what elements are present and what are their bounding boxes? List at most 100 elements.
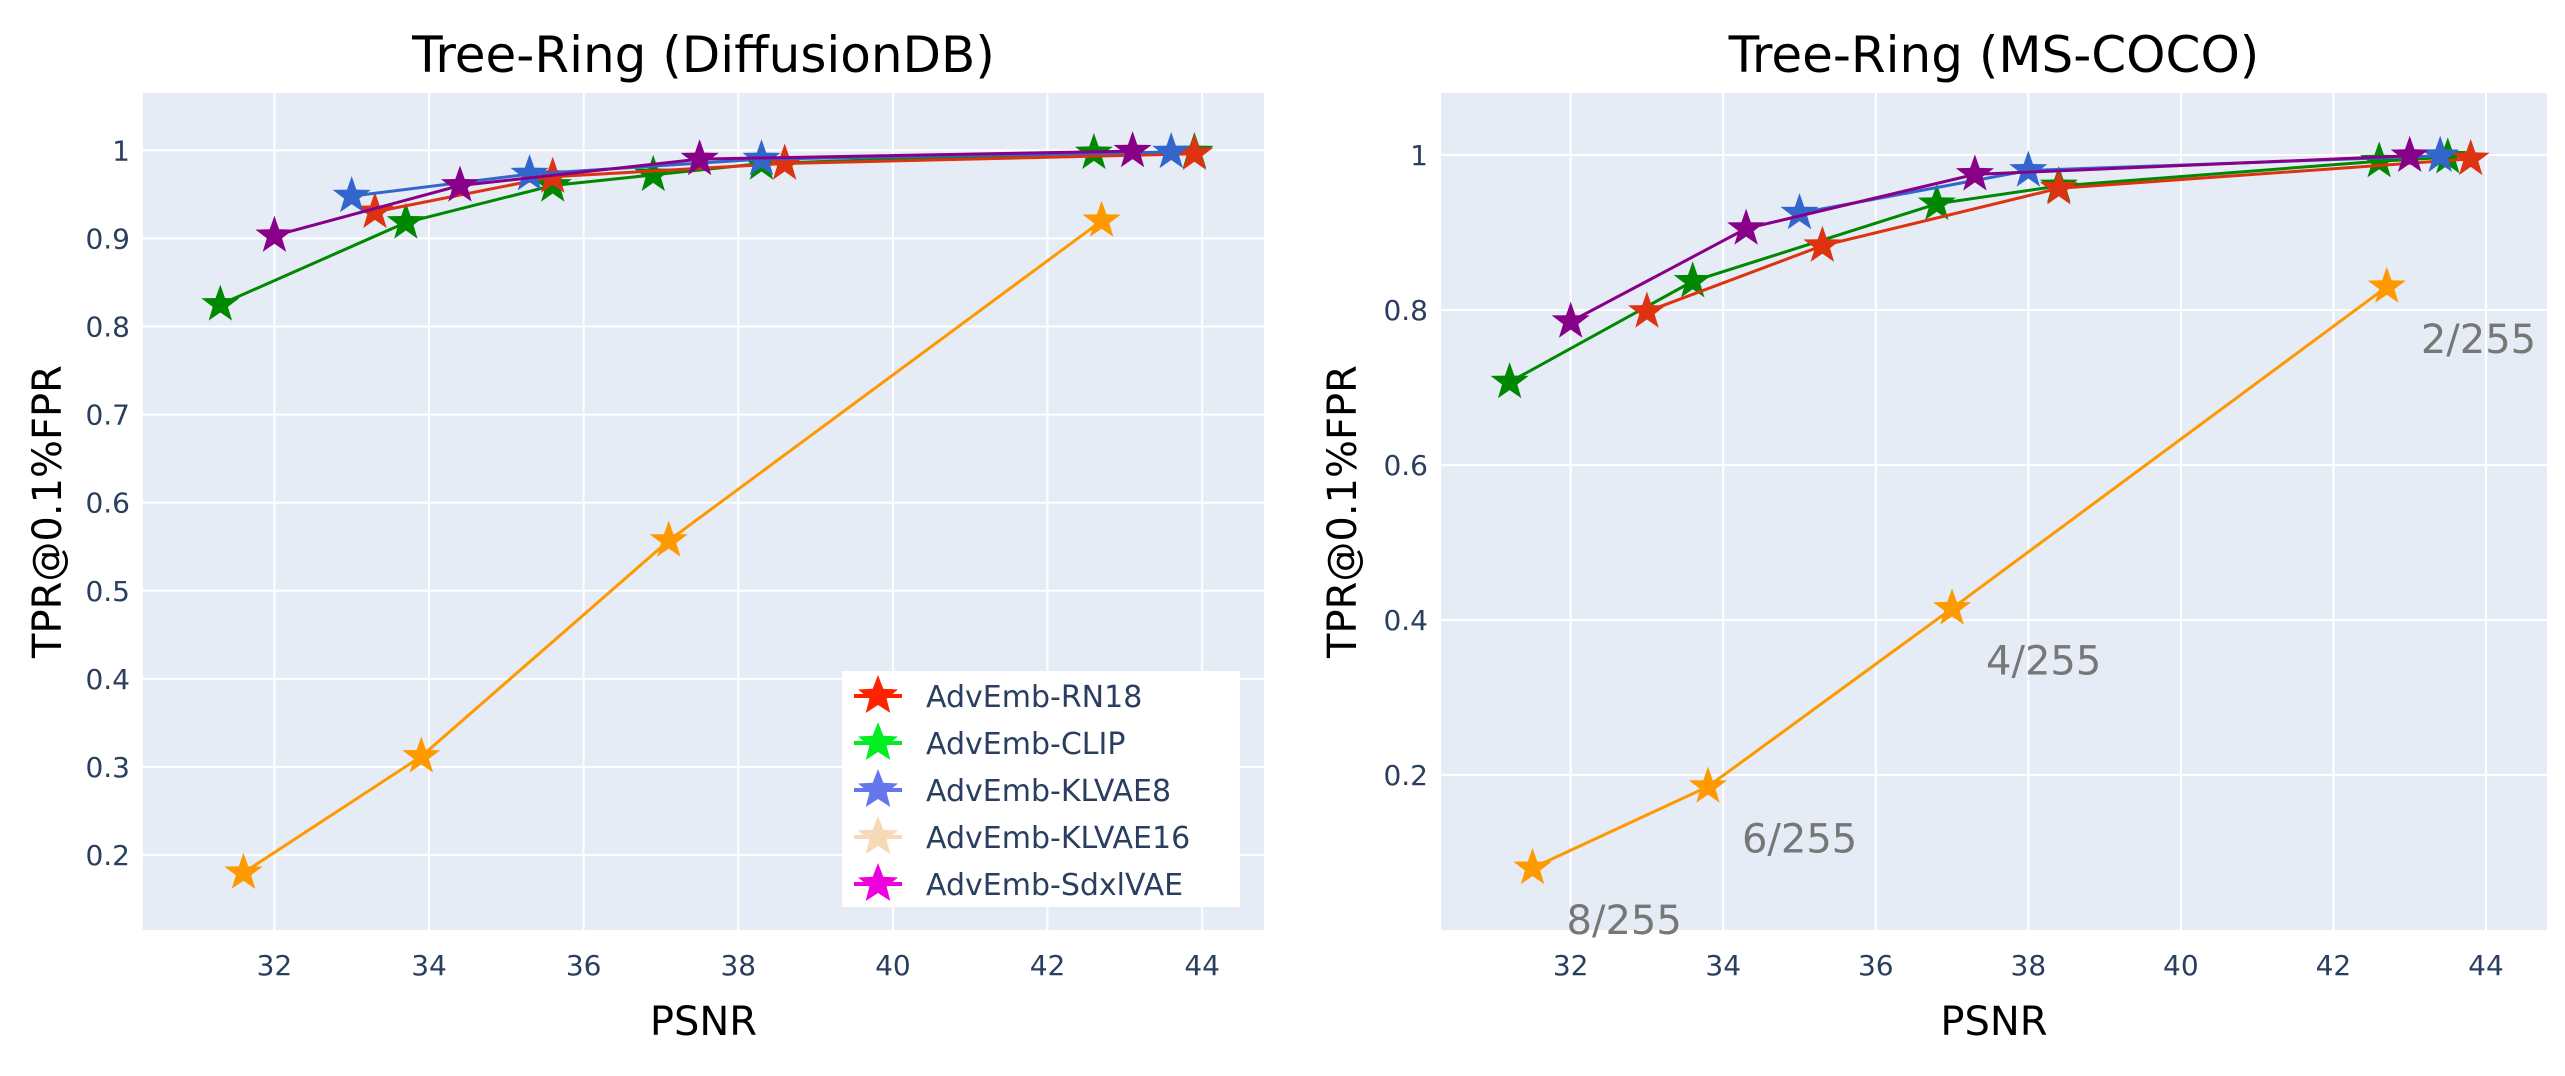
legend-star xyxy=(858,722,898,760)
tick-labels: 32 34 36 38 40 42 44 0.2 0.3 0.4 0.5 0.6 0.7 0.8 0.9 1 xyxy=(85,134,1220,982)
x-tick-label: 42 xyxy=(2316,949,2352,982)
legend-label: AdvEmb-CLIP xyxy=(926,727,1125,762)
x-axis-title: PSNR xyxy=(650,999,757,1045)
y-tick-label: 0.8 xyxy=(85,310,130,343)
series-4 xyxy=(1551,135,2429,338)
data-point xyxy=(1917,183,1956,220)
data-point xyxy=(255,215,294,252)
data-point xyxy=(1490,362,1529,399)
data-point xyxy=(1152,132,1191,169)
x-tick-label: 44 xyxy=(2468,949,2504,982)
data-point xyxy=(2367,266,2406,303)
x-tick-label: 42 xyxy=(1030,949,1066,982)
legend-star xyxy=(858,769,898,807)
y-tick-label: 1 xyxy=(1410,139,1428,172)
data-point xyxy=(1627,291,1666,328)
x-tick-label: 36 xyxy=(566,949,602,982)
data-point xyxy=(634,154,673,192)
legend-star xyxy=(858,863,898,901)
series-2 xyxy=(1627,138,2490,328)
chart-diffusiondb: 32 34 36 38 40 42 440.20.30.40.50.60.70.80.91 … xyxy=(25,26,1264,1045)
legend-label: AdvEmb-RN18 xyxy=(926,680,1142,715)
series-line xyxy=(1646,157,2471,313)
tick-labels: 32 34 36 38 40 42 44 0.2 0.4 0.6 0.8 1 xyxy=(1383,139,2503,982)
chart-mscoco: 32 34 36 38 40 42 44 0.2 0.4 0.6 0.8 1 8/255 6/255 4/… xyxy=(1320,26,2547,1045)
x-tick-label: 38 xyxy=(720,949,756,982)
data-point xyxy=(765,143,804,180)
data-point xyxy=(2451,138,2490,176)
data-point xyxy=(680,139,719,176)
legend-box xyxy=(842,671,1240,907)
data-point xyxy=(201,284,240,321)
data-point xyxy=(649,520,688,557)
data-point xyxy=(2039,168,2078,205)
x-tick-label: 34 xyxy=(411,949,447,982)
legend-label: AdvEmb-KLVAE8 xyxy=(926,774,1171,809)
data-point xyxy=(386,202,425,239)
x-tick-label: 40 xyxy=(875,949,911,982)
data-point xyxy=(1082,200,1121,237)
legend: AdvEmb-RN18 AdvEmb-CLIP AdvEmb-KLVAE8 AdvEm… xyxy=(842,671,1240,907)
annotation-label: 4/255 xyxy=(1986,638,2101,684)
data-point xyxy=(1955,154,1994,191)
data-point xyxy=(332,176,371,213)
annotation-label: 2/255 xyxy=(2421,317,2536,363)
y-axis-title: TPR@0.1%FPR xyxy=(1320,365,1366,659)
y-tick-label: 0.5 xyxy=(85,575,130,608)
x-tick-label: 38 xyxy=(2011,949,2047,982)
series-0 xyxy=(1513,266,2406,885)
y-tick-label: 0.6 xyxy=(85,487,130,520)
legend-item: AdvEmb-SdxlVAE xyxy=(854,863,1183,903)
y-tick-label: 0.4 xyxy=(1383,604,1428,637)
legend-star xyxy=(858,675,898,713)
x-tick-label: 40 xyxy=(2163,949,2199,982)
series-line xyxy=(274,149,1133,238)
annotation-label: 6/255 xyxy=(1742,817,1857,863)
series-line xyxy=(1531,285,2388,870)
data-point xyxy=(1780,193,1819,230)
y-tick-label: 0.6 xyxy=(1383,449,1428,482)
y-tick-label: 0.2 xyxy=(85,839,130,872)
legend-item: AdvEmb-KLVAE8 xyxy=(854,769,1171,809)
plot-background xyxy=(1441,93,2547,930)
data-point xyxy=(1933,588,1972,625)
x-tick-label: 44 xyxy=(1184,949,1220,982)
data-point xyxy=(1688,766,1727,803)
y-tick-label: 0.2 xyxy=(1383,759,1428,792)
y-tick-label: 0.4 xyxy=(85,663,130,696)
data-point xyxy=(2390,135,2429,172)
series-line xyxy=(1569,154,2410,323)
y-axis-title: TPR@0.1%FPR xyxy=(25,365,71,659)
chart-title: Tree-Ring (MS-COCO) xyxy=(1728,26,2260,84)
data-point xyxy=(1113,131,1152,168)
data-point xyxy=(1673,261,1712,298)
series-4 xyxy=(255,131,1152,252)
legend-item: AdvEmb-CLIP xyxy=(854,722,1125,762)
legend-item: AdvEmb-KLVAE16 xyxy=(854,816,1190,856)
x-tick-label: 34 xyxy=(1705,949,1741,982)
series-line xyxy=(242,219,1103,874)
legend-label: AdvEmb-SdxlVAE xyxy=(926,868,1183,903)
data-point xyxy=(2421,135,2460,172)
y-tick-label: 1 xyxy=(112,134,130,167)
y-tick-label: 0.8 xyxy=(1383,294,1428,327)
data-point xyxy=(1803,225,1842,262)
data-point xyxy=(2009,150,2048,187)
data-point xyxy=(510,154,549,191)
x-axis-title: PSNR xyxy=(1940,999,2047,1045)
series-group xyxy=(1490,135,2490,885)
data-point xyxy=(402,736,441,773)
series-0 xyxy=(224,200,1121,889)
data-point xyxy=(1175,133,1214,170)
legend-star xyxy=(858,816,898,854)
data-point xyxy=(1727,208,1766,245)
data-point xyxy=(1513,848,1552,885)
y-tick-label: 0.7 xyxy=(85,399,130,432)
series-group xyxy=(201,131,1214,889)
y-tick-label: 0.3 xyxy=(85,751,130,784)
annotations: 8/255 6/255 4/255 2/255 xyxy=(1567,317,2537,944)
data-point xyxy=(224,852,263,889)
y-tick-label: 0.9 xyxy=(85,222,130,255)
x-tick-label: 32 xyxy=(1553,949,1589,982)
